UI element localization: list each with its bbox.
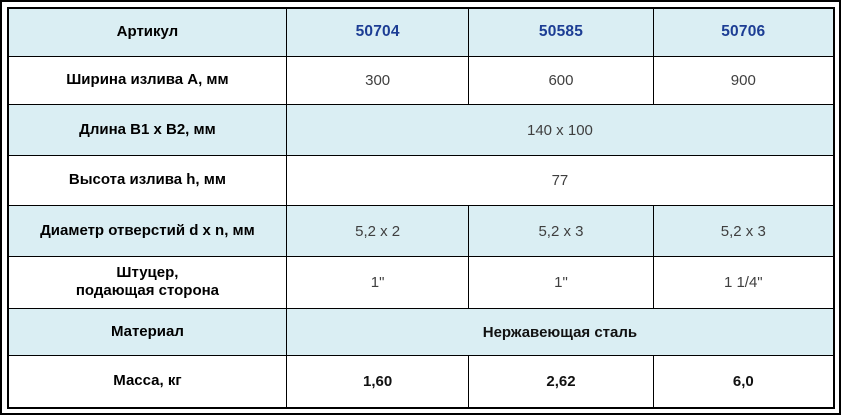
table-row-material: Материал Нержавеющая сталь — [7, 307, 835, 357]
cell-mass-3: 6,0 — [652, 355, 835, 409]
table-row-fitting: Штуцер, подающая сторона 1" 1" 1 1/4" — [7, 255, 835, 309]
cell-holes-2: 5,2 x 3 — [468, 205, 654, 257]
cell-material-merged: Нержавеющая сталь — [285, 307, 835, 357]
cell-fitting-3: 1 1/4" — [652, 255, 835, 309]
row-label-material: Материал — [7, 307, 287, 357]
cell-mass-1: 1,60 — [285, 355, 470, 409]
article-number-2: 50585 — [468, 7, 654, 57]
row-label-holes: Диаметр отверстий d x n, мм — [7, 205, 287, 257]
row-label-width: Ширина излива A, мм — [7, 55, 287, 105]
cell-holes-3: 5,2 x 3 — [652, 205, 835, 257]
article-number-1: 50704 — [285, 7, 470, 57]
product-spec-table: Артикул 50704 50585 50706 Ширина излива … — [7, 7, 835, 409]
cell-length-merged: 140 x 100 — [285, 103, 835, 157]
cell-fitting-2: 1" — [468, 255, 654, 309]
cell-mass-2: 2,62 — [468, 355, 654, 409]
cell-width-1: 300 — [285, 55, 470, 105]
row-label-mass: Масса, кг — [7, 355, 287, 409]
cell-width-2: 600 — [468, 55, 654, 105]
cell-height-merged: 77 — [285, 155, 835, 207]
cell-fitting-1: 1" — [285, 255, 470, 309]
cell-width-3: 900 — [652, 55, 835, 105]
table-row-articles: Артикул 50704 50585 50706 — [7, 7, 835, 57]
row-label-fitting: Штуцер, подающая сторона — [7, 255, 287, 309]
table-row-height: Высота излива h, мм 77 — [7, 155, 835, 207]
cell-holes-1: 5,2 x 2 — [285, 205, 470, 257]
article-number-3: 50706 — [652, 7, 835, 57]
row-label-article: Артикул — [7, 7, 287, 57]
table-row-mass: Масса, кг 1,60 2,62 6,0 — [7, 355, 835, 409]
table-row-width: Ширина излива A, мм 300 600 900 — [7, 55, 835, 105]
row-label-height: Высота излива h, мм — [7, 155, 287, 207]
table-row-holes: Диаметр отверстий d x n, мм 5,2 x 2 5,2 … — [7, 205, 835, 257]
table-row-length: Длина B1 x B2, мм 140 x 100 — [7, 103, 835, 157]
row-label-length: Длина B1 x B2, мм — [7, 103, 287, 157]
